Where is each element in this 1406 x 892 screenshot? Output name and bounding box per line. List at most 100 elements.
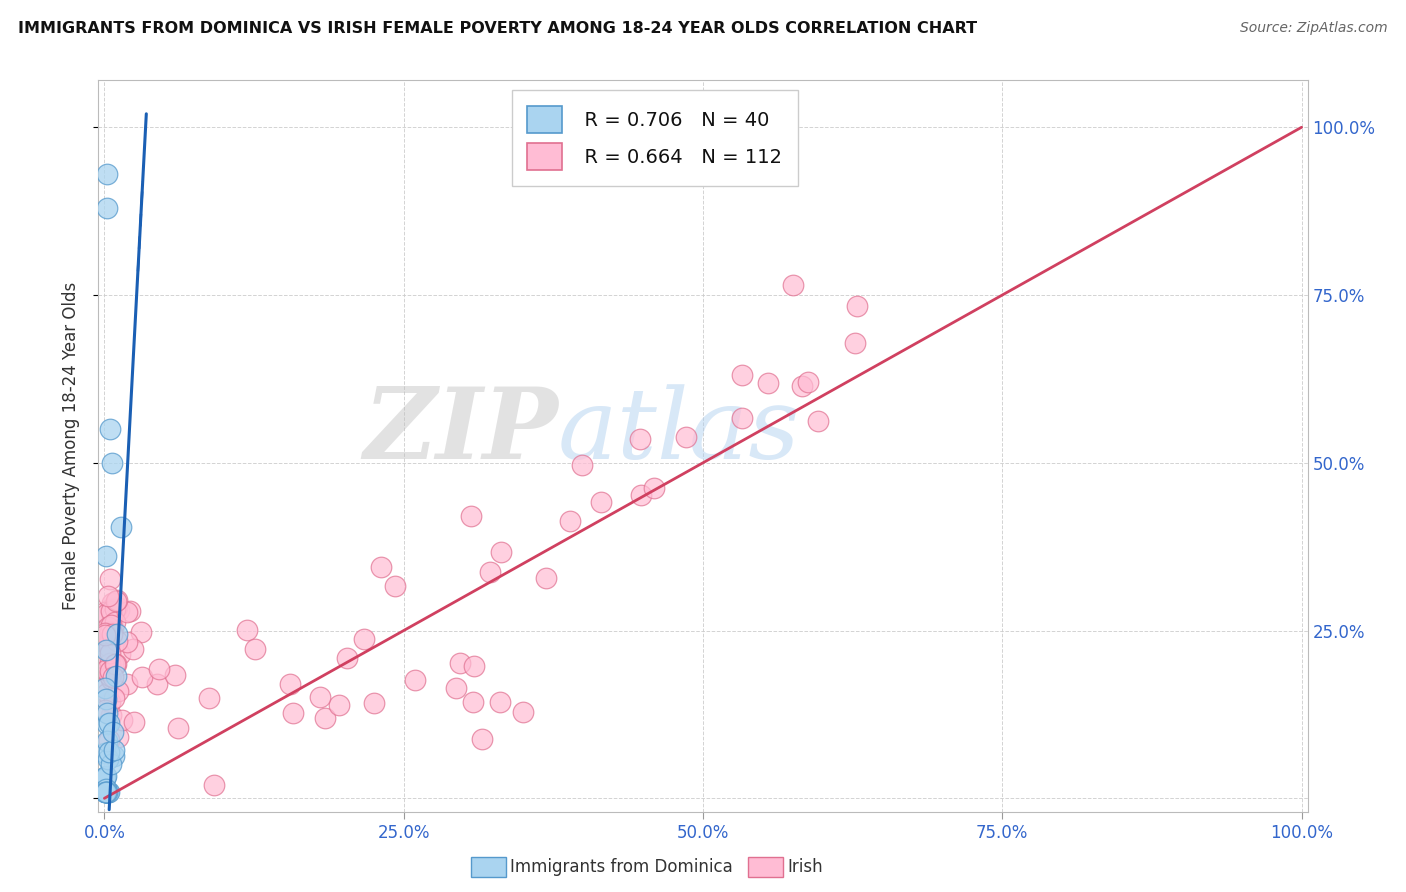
- Point: [98, 572, 121, 586]
- Point: [122, 642, 145, 657]
- Point: [103, 743, 125, 757]
- Point: [104, 657, 127, 671]
- Point: [97, 746, 120, 760]
- Point: [96, 685, 118, 699]
- Text: Source: ZipAtlas.com: Source: ZipAtlas.com: [1240, 21, 1388, 36]
- Point: [97, 752, 120, 766]
- Point: [404, 673, 426, 688]
- Point: [97, 784, 120, 798]
- Point: [94, 638, 117, 652]
- Point: [96, 781, 118, 796]
- Point: [111, 713, 134, 727]
- Point: [101, 596, 124, 610]
- Point: [797, 376, 820, 390]
- Point: [463, 695, 485, 709]
- Point: [363, 696, 385, 710]
- Point: [100, 708, 122, 723]
- Point: [198, 691, 221, 706]
- Point: [479, 565, 502, 579]
- Point: [94, 784, 117, 798]
- Point: [122, 715, 145, 730]
- Point: [731, 368, 754, 383]
- Point: [98, 656, 121, 670]
- Point: [281, 706, 304, 721]
- Point: [790, 378, 813, 392]
- Point: [630, 488, 652, 502]
- Point: [104, 615, 127, 630]
- Point: [571, 458, 593, 472]
- Point: [94, 691, 117, 706]
- Point: [643, 481, 665, 495]
- Point: [105, 627, 128, 641]
- Point: [110, 519, 132, 533]
- Point: [460, 508, 482, 523]
- Point: [104, 601, 127, 615]
- Point: [105, 657, 128, 671]
- Point: [108, 648, 131, 662]
- Point: [756, 376, 779, 391]
- Text: atlas: atlas: [558, 384, 800, 479]
- Point: [512, 706, 534, 720]
- Point: [782, 278, 804, 293]
- Point: [94, 628, 117, 642]
- Point: [94, 660, 117, 674]
- Point: [96, 784, 118, 798]
- Point: [105, 600, 128, 615]
- Point: [100, 627, 122, 641]
- Point: [96, 706, 118, 721]
- Point: [94, 681, 117, 695]
- Point: [96, 647, 118, 661]
- Point: [97, 715, 120, 730]
- Point: [107, 730, 129, 744]
- Point: [101, 657, 124, 671]
- Point: [97, 784, 120, 798]
- Point: [94, 549, 117, 564]
- Point: [96, 664, 118, 678]
- Point: [104, 658, 127, 673]
- Point: [94, 784, 117, 798]
- Point: [97, 652, 120, 666]
- Point: [100, 618, 122, 632]
- Point: [94, 643, 117, 657]
- Point: [243, 641, 266, 656]
- Text: IMMIGRANTS FROM DOMINICA VS IRISH FEMALE POVERTY AMONG 18-24 YEAR OLDS CORRELATI: IMMIGRANTS FROM DOMINICA VS IRISH FEMALE…: [18, 21, 977, 37]
- Point: [96, 784, 118, 798]
- Point: [628, 432, 651, 446]
- Text: Immigrants from Dominica: Immigrants from Dominica: [510, 858, 733, 876]
- Point: [97, 784, 120, 798]
- Point: [100, 456, 122, 470]
- Point: [96, 626, 118, 640]
- Point: [98, 668, 121, 682]
- Point: [591, 495, 613, 509]
- Point: [94, 771, 117, 785]
- Point: [98, 601, 121, 615]
- Point: [96, 649, 118, 664]
- Point: [96, 784, 118, 798]
- Point: [489, 545, 512, 559]
- Point: [100, 618, 122, 632]
- Point: [96, 167, 118, 181]
- Point: [94, 746, 117, 760]
- Point: [370, 560, 392, 574]
- Point: [105, 593, 128, 607]
- Point: [844, 335, 866, 350]
- Point: [103, 622, 125, 636]
- Point: [384, 578, 406, 592]
- Point: [115, 605, 138, 619]
- Point: [463, 659, 485, 673]
- Point: [94, 784, 117, 798]
- Point: [97, 637, 120, 651]
- Point: [449, 656, 471, 670]
- Point: [353, 632, 375, 646]
- Point: [94, 771, 117, 785]
- Point: [166, 721, 188, 735]
- Point: [98, 669, 121, 683]
- Point: [105, 668, 128, 682]
- Point: [675, 430, 697, 444]
- Point: [94, 626, 117, 640]
- Point: [278, 677, 301, 691]
- Point: [101, 609, 124, 624]
- Point: [104, 593, 127, 607]
- Point: [98, 624, 121, 639]
- Point: [846, 299, 869, 313]
